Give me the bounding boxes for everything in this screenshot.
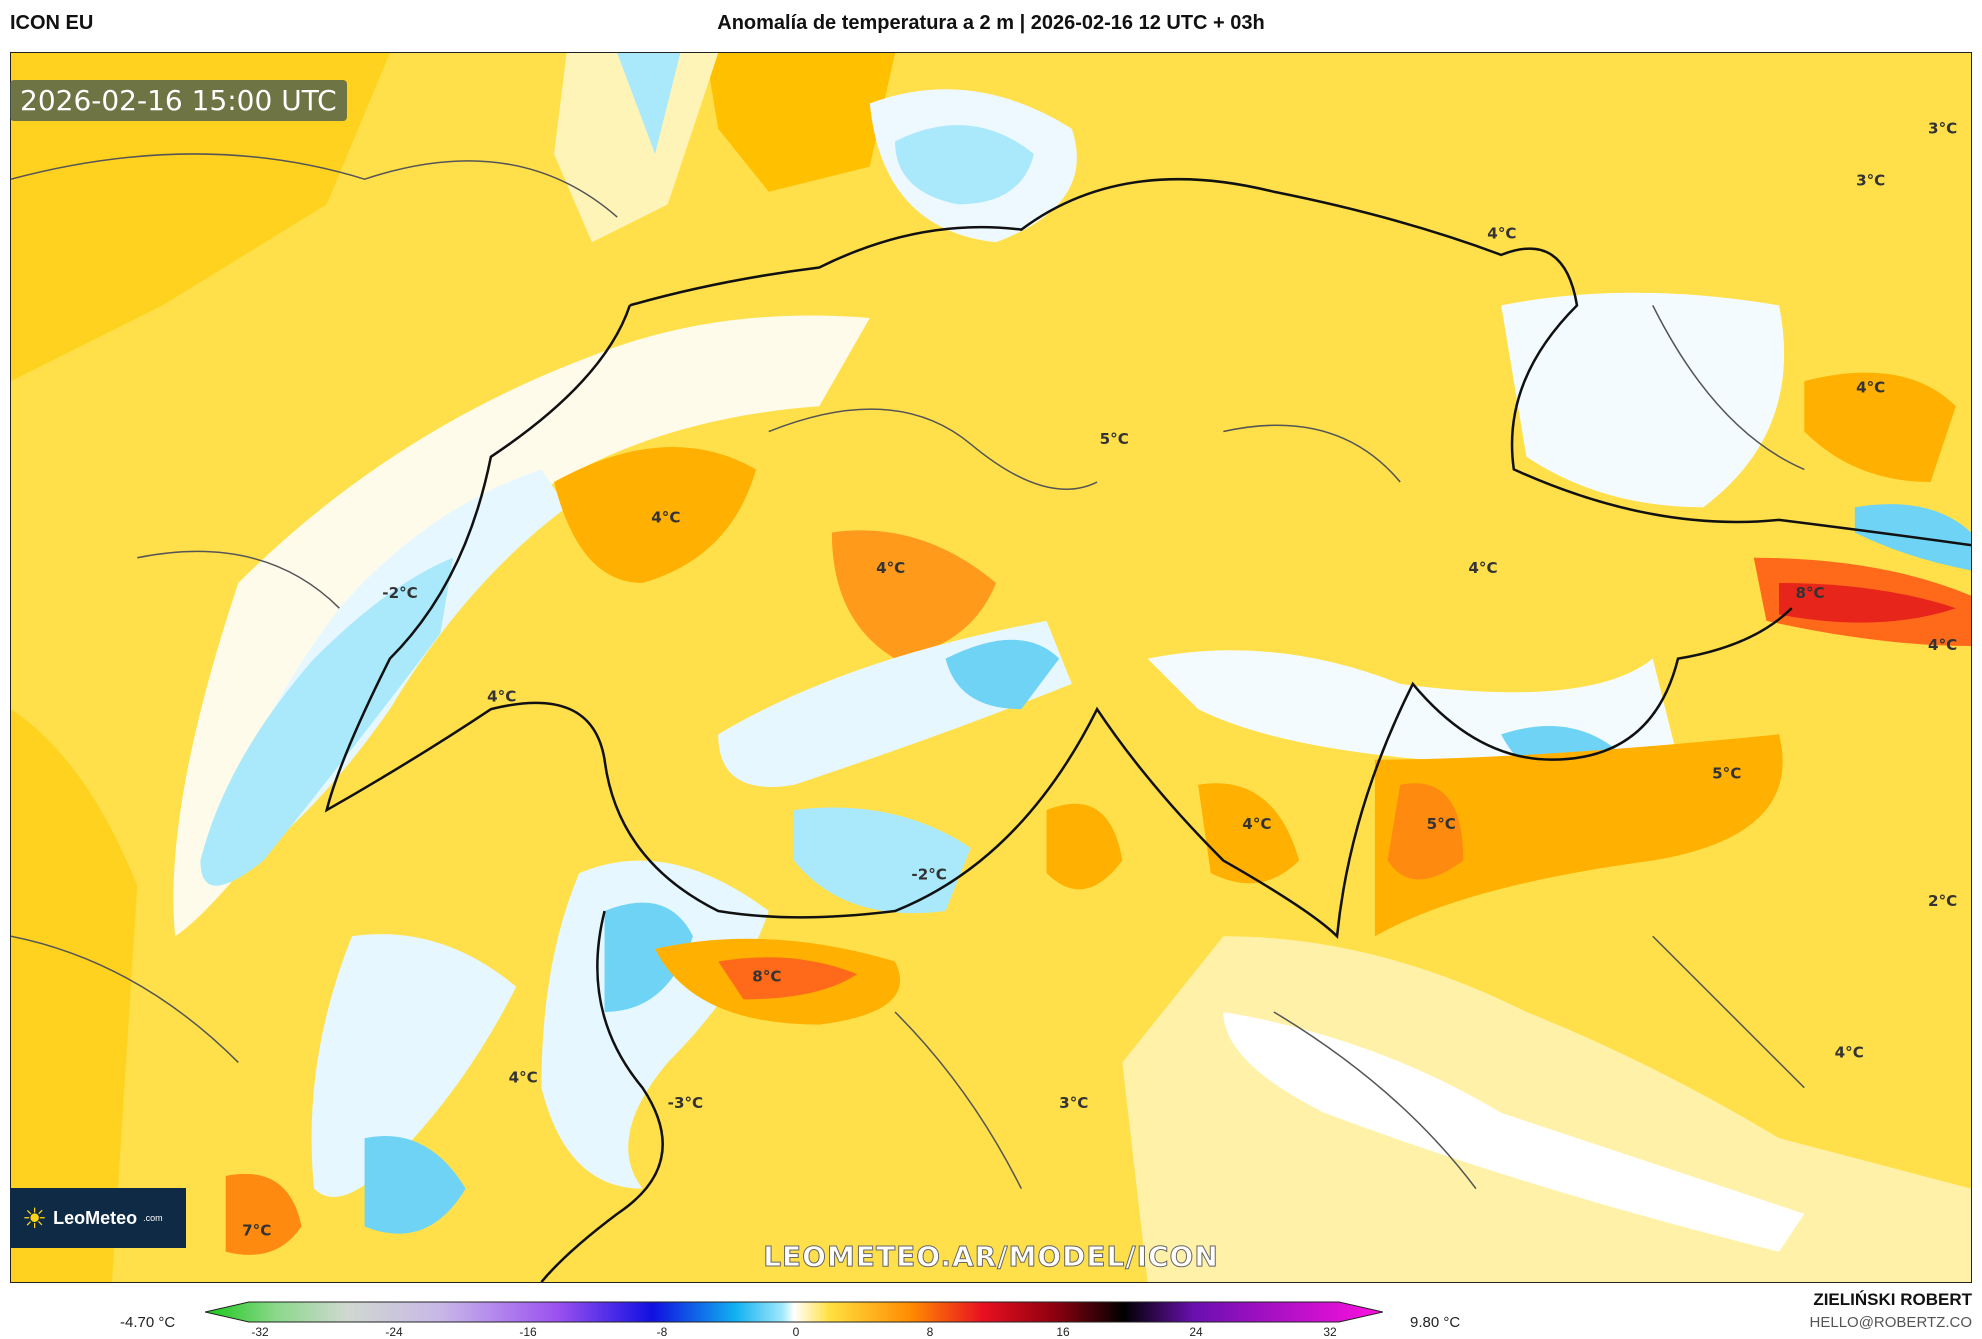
colorbar-tick: 32 — [1323, 1325, 1337, 1339]
colorbar-tick: 0 — [792, 1325, 800, 1339]
temp-label: 4°C — [509, 1069, 538, 1087]
colorbar-tick: -24 — [385, 1325, 403, 1339]
temp-label: -3°C — [668, 1094, 703, 1112]
temp-label: 5°C — [1427, 815, 1456, 833]
temp-label: 4°C — [1835, 1043, 1864, 1061]
contour-fills — [11, 53, 1971, 1282]
temp-label: 4°C — [651, 508, 680, 526]
temp-label: 4°C — [1856, 378, 1885, 396]
colorbar-tick: 24 — [1189, 1325, 1203, 1339]
colorbar-max-label: 9.80 °C — [1410, 1314, 1461, 1331]
map-title: Anomalía de temperatura a 2 m | 2026-02-… — [717, 12, 1265, 34]
colorbar-tick: -8 — [656, 1325, 668, 1339]
map-canvas: 3°C 3°C 4°C 4°C 5°C 4°C 4°C 4°C -2°C 8°C… — [11, 53, 1971, 1282]
temp-label: 8°C — [752, 968, 781, 986]
colorbar-min-label: -4.70 °C — [120, 1314, 176, 1331]
sun-icon: ☀ — [22, 1202, 48, 1234]
colorbar — [205, 1301, 1383, 1323]
logo-text: LeoMeteo — [53, 1207, 138, 1228]
temp-label: 2°C — [1928, 892, 1957, 910]
temp-label: 4°C — [1242, 815, 1271, 833]
temp-label: 5°C — [1100, 430, 1129, 448]
author-email[interactable]: HELLO@ROBERTZ.CO — [1809, 1314, 1972, 1331]
temperature-labels: 3°C 3°C 4°C 4°C 5°C 4°C 4°C 4°C -2°C 8°C… — [242, 120, 1957, 1240]
temp-label: 4°C — [1487, 224, 1516, 242]
temp-label: 3°C — [1059, 1094, 1088, 1112]
temp-label: 4°C — [1928, 636, 1957, 654]
colorbar-tick: -16 — [519, 1325, 537, 1339]
colorbar-tick: 8 — [926, 1325, 934, 1339]
watermark-url: LEOMETEO.AR/MODEL/ICON — [763, 1240, 1219, 1274]
colorbar-tick: 16 — [1056, 1325, 1070, 1339]
temp-label: 4°C — [1468, 559, 1497, 577]
temp-label: 3°C — [1856, 171, 1885, 189]
temp-label: 8°C — [1795, 584, 1824, 602]
author-credit: ZIELIŃSKI ROBERT HELLO@ROBERTZ.CO — [1810, 1290, 1972, 1331]
temperature-anomaly-map: 3°C 3°C 4°C 4°C 5°C 4°C 4°C 4°C -2°C 8°C… — [10, 52, 1972, 1283]
temp-label: 4°C — [876, 559, 905, 577]
leometeo-logo[interactable]: ☀ LeoMeteo .com — [10, 1188, 186, 1248]
temp-label: 5°C — [1712, 765, 1741, 783]
temp-label: 7°C — [242, 1221, 271, 1239]
temp-label: 3°C — [1928, 120, 1957, 138]
author-name: ZIELIŃSKI ROBERT — [1813, 1290, 1972, 1309]
model-name: ICON EU — [10, 12, 94, 34]
logo-suffix: .com — [143, 1213, 163, 1223]
border-lines — [11, 153, 1971, 1282]
colorbar-tick: -32 — [251, 1325, 269, 1339]
valid-time-badge: 2026-02-16 15:00 UTC — [10, 80, 347, 121]
temp-label: 4°C — [487, 688, 516, 706]
temp-label: -2°C — [911, 865, 946, 883]
temp-label: -2°C — [382, 584, 417, 602]
